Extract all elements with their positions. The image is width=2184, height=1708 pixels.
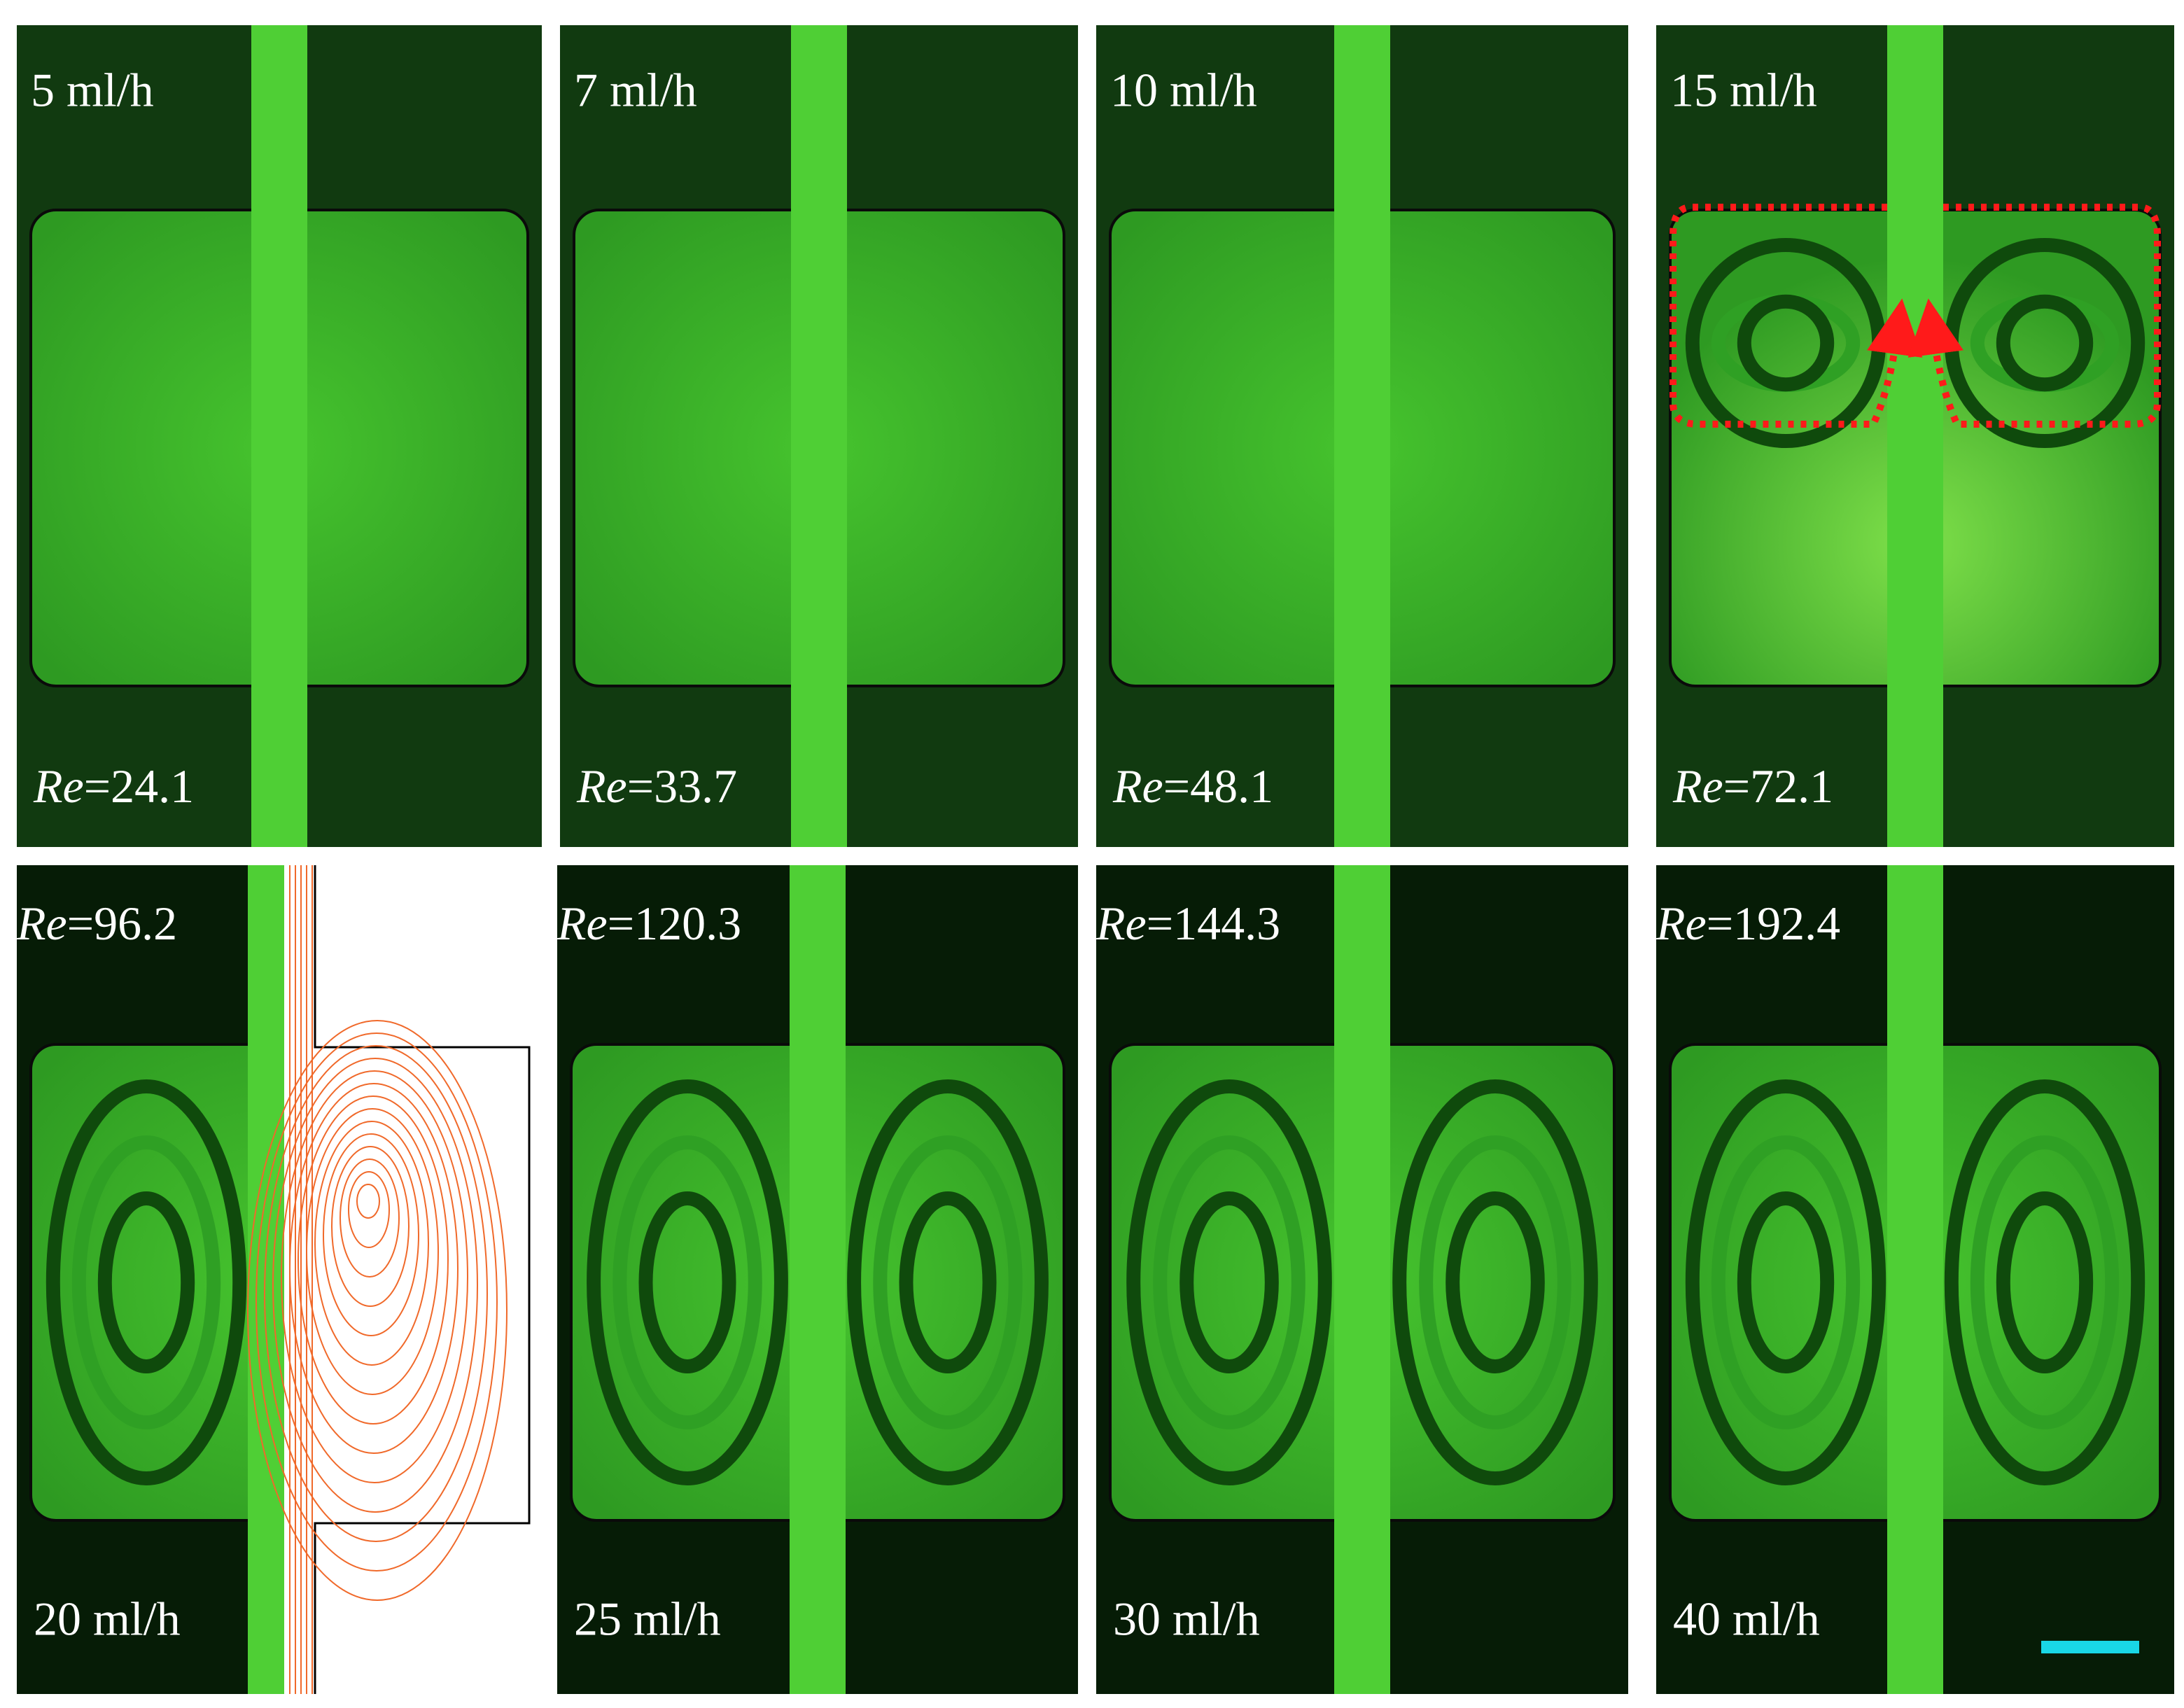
vortex [1126,1079,1332,1485]
flow-rate-label: 10 ml/h [1110,64,1257,117]
re-value: =48.1 [1163,760,1273,813]
re-label: Re=144.3 [1096,897,1280,950]
flow-rate-label: 40 ml/h [1673,1592,1820,1646]
vortex [873,1135,1023,1429]
re-label: Re=24.1 [33,760,194,813]
vortex [612,1135,762,1429]
vortex [1944,1079,2146,1485]
re-symbol: Re [33,760,84,813]
re-symbol: Re [1672,760,1723,813]
streamline [281,1070,468,1483]
re-value: =24.1 [84,760,194,813]
streamline [255,1032,498,1572]
re-symbol: Re [576,760,627,813]
channel [1887,25,1943,847]
re-label: Re=48.1 [1112,760,1273,813]
vortex [899,1191,997,1373]
streamline-overlay [247,865,535,1694]
re-label: Re=120.3 [556,897,741,950]
channel [791,25,847,847]
flow-rate-label: 30 ml/h [1113,1592,1260,1646]
streamline [340,1158,400,1278]
re-symbol: Re [556,897,608,950]
vortex [587,1079,788,1485]
panel: 10 ml/h Re=48.1 [1096,25,1628,847]
vortex [1419,1135,1572,1429]
vortex [638,1191,736,1373]
streamline [348,1171,390,1248]
streamline [356,1184,380,1219]
panel: 20 ml/h Re=96.2 [16,865,535,1694]
streamline [323,1133,419,1336]
re-value: =96.2 [67,897,177,950]
scale-bar [2041,1641,2139,1653]
vortex [1737,1191,1835,1373]
re-value: =120.3 [608,897,741,950]
re-value: =144.3 [1147,897,1280,950]
re-symbol: Re [1112,760,1163,813]
panel: 40 ml/h Re=192.4 [1656,865,2174,1694]
channel [1887,865,1943,1694]
vortex [1446,1191,1545,1373]
streamline [264,1045,488,1542]
streamline-background [284,865,535,1694]
re-symbol: Re [1656,897,1707,950]
streamline [272,1058,478,1513]
streamline [331,1146,410,1307]
streamline [314,1121,429,1366]
vortex [1392,1079,1598,1485]
streamline [298,1096,449,1424]
vortex [1711,1135,1861,1429]
vortex [1996,1191,2094,1373]
channel [790,865,846,1694]
re-value: =72.1 [1723,760,1833,813]
re-value: =33.7 [627,760,737,813]
flow-rate-label: 7 ml/h [574,64,697,117]
panel: 25 ml/h Re=120.3 [556,865,1078,1694]
vortex [46,1079,247,1485]
vortex [1737,294,1835,392]
flow-rate-label: 15 ml/h [1670,64,1817,117]
vortex [1180,1191,1279,1373]
streamline [247,1020,507,1601]
channel [251,25,307,847]
panel: 15 ml/h Re=72.1 [1656,25,2174,847]
channel-wall [314,865,531,1694]
channel [1334,865,1390,1694]
re-label: Re=192.4 [1656,897,1840,950]
flow-rate-label: 25 ml/h [574,1592,721,1646]
panel: 7 ml/h Re=33.7 [560,25,1078,847]
flow-rate-label: 5 ml/h [31,64,154,117]
re-symbol: Re [16,897,67,950]
vortex [1685,1079,1886,1485]
recirculation-outline [1907,204,2161,428]
re-value: =192.4 [1707,897,1840,950]
panel: 5 ml/h Re=24.1 [17,25,542,847]
re-label: Re=96.2 [16,897,177,950]
panel: 30 ml/h Re=144.3 [1096,865,1628,1694]
vortex [847,1079,1049,1485]
vortex [71,1135,221,1429]
flow-rate-label: 20 ml/h [34,1592,181,1646]
channel [1334,25,1390,847]
panels: 5 ml/hRe=24.17 ml/hRe=33.710 ml/hRe=48.1… [16,25,2174,1694]
vortex [1970,1135,2120,1429]
re-symbol: Re [1096,897,1147,950]
re-label: Re=33.7 [576,760,737,813]
vortex [97,1191,195,1373]
vortex [1996,294,2094,392]
vortex [1153,1135,1306,1429]
recirculation-outline [1670,204,1923,428]
re-label: Re=72.1 [1672,760,1833,813]
